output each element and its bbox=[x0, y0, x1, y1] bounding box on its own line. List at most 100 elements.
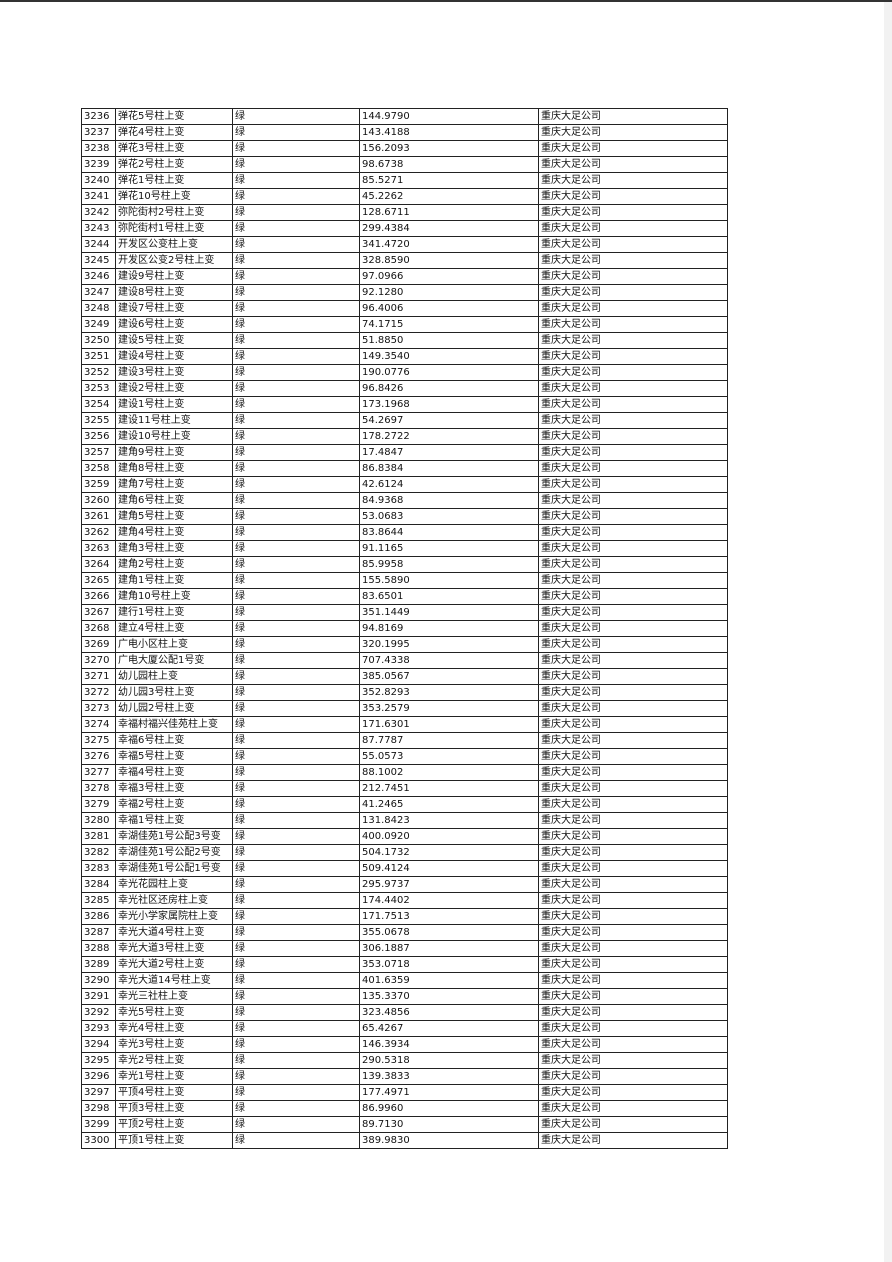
table-row: 3240 弹花1号柱上变绿 85.5271 重庆大足公司 bbox=[81, 172, 728, 189]
transformer-name-cell: 幸光2号柱上变 bbox=[115, 1052, 233, 1069]
row-number-cell: 3254 bbox=[81, 396, 116, 413]
company-cell: 重庆大足公司 bbox=[538, 1132, 728, 1149]
status-color-cell: 绿 bbox=[232, 844, 360, 861]
company-cell: 重庆大足公司 bbox=[538, 812, 728, 829]
table-row: 3300 平顶1号柱上变绿 389.9830 重庆大足公司 bbox=[81, 1132, 728, 1149]
value-cell: 41.2465 bbox=[359, 796, 539, 813]
transformer-name-cell: 幸光1号柱上变 bbox=[115, 1068, 233, 1085]
table-row: 3255 建设11号柱上变绿 54.2697 重庆大足公司 bbox=[81, 412, 728, 429]
transformer-name-cell: 弹花10号柱上变 bbox=[115, 188, 233, 205]
row-number-cell: 3299 bbox=[81, 1116, 116, 1133]
table-row: 3291 幸光三社柱上变绿 135.3370 重庆大足公司 bbox=[81, 988, 728, 1005]
row-number-cell: 3279 bbox=[81, 796, 116, 813]
transformer-name-cell: 广电大厦公配1号变 bbox=[115, 652, 233, 669]
table-row: 3262 建角4号柱上变绿 83.8644 重庆大足公司 bbox=[81, 524, 728, 541]
transformer-name-cell: 幸福3号柱上变 bbox=[115, 780, 233, 797]
company-cell: 重庆大足公司 bbox=[538, 316, 728, 333]
table-row: 3238 弹花3号柱上变绿 156.2093 重庆大足公司 bbox=[81, 140, 728, 157]
row-number-cell: 3241 bbox=[81, 188, 116, 205]
company-cell: 重庆大足公司 bbox=[538, 124, 728, 141]
transformer-name-cell: 幸光4号柱上变 bbox=[115, 1020, 233, 1037]
table-row: 3272 幼儿园3号柱上变绿 352.8293 重庆大足公司 bbox=[81, 684, 728, 701]
row-number-cell: 3252 bbox=[81, 364, 116, 381]
row-number-cell: 3273 bbox=[81, 700, 116, 717]
status-color-cell: 绿 bbox=[232, 316, 360, 333]
status-color-cell: 绿 bbox=[232, 684, 360, 701]
row-number-cell: 3242 bbox=[81, 204, 116, 221]
transformer-name-cell: 建设4号柱上变 bbox=[115, 348, 233, 365]
value-cell: 299.4384 bbox=[359, 220, 539, 237]
table-row: 3256 建设10号柱上变绿 178.2722 重庆大足公司 bbox=[81, 428, 728, 445]
row-number-cell: 3296 bbox=[81, 1068, 116, 1085]
table-row: 3294 幸光3号柱上变绿 146.3934 重庆大足公司 bbox=[81, 1036, 728, 1053]
table-row: 3281 幸湖佳苑1号公配3号变绿 400.0920 重庆大足公司 bbox=[81, 828, 728, 845]
table-row: 3254 建设1号柱上变绿 173.1968 重庆大足公司 bbox=[81, 396, 728, 413]
table-row: 3259 建角7号柱上变绿 42.6124 重庆大足公司 bbox=[81, 476, 728, 493]
status-color-cell: 绿 bbox=[232, 428, 360, 445]
company-cell: 重庆大足公司 bbox=[538, 1116, 728, 1133]
status-color-cell: 绿 bbox=[232, 732, 360, 749]
status-color-cell: 绿 bbox=[232, 1100, 360, 1117]
company-cell: 重庆大足公司 bbox=[538, 588, 728, 605]
company-cell: 重庆大足公司 bbox=[538, 1020, 728, 1037]
status-color-cell: 绿 bbox=[232, 908, 360, 925]
row-number-cell: 3298 bbox=[81, 1100, 116, 1117]
row-number-cell: 3240 bbox=[81, 172, 116, 189]
row-number-cell: 3282 bbox=[81, 844, 116, 861]
company-cell: 重庆大足公司 bbox=[538, 540, 728, 557]
row-number-cell: 3271 bbox=[81, 668, 116, 685]
status-color-cell: 绿 bbox=[232, 396, 360, 413]
transformer-name-cell: 幸光社区还房柱上变 bbox=[115, 892, 233, 909]
transformer-name-cell: 幸湖佳苑1号公配3号变 bbox=[115, 828, 233, 845]
table-row: 3257 建角9号柱上变绿 17.4847 重庆大足公司 bbox=[81, 444, 728, 461]
row-number-cell: 3284 bbox=[81, 876, 116, 893]
transformer-name-cell: 建角5号柱上变 bbox=[115, 508, 233, 525]
table-row: 3242 弥陀街村2号柱上变绿 128.6711 重庆大足公司 bbox=[81, 204, 728, 221]
status-color-cell: 绿 bbox=[232, 940, 360, 957]
row-number-cell: 3289 bbox=[81, 956, 116, 973]
status-color-cell: 绿 bbox=[232, 1004, 360, 1021]
value-cell: 91.1165 bbox=[359, 540, 539, 557]
value-cell: 83.8644 bbox=[359, 524, 539, 541]
row-number-cell: 3280 bbox=[81, 812, 116, 829]
value-cell: 85.5271 bbox=[359, 172, 539, 189]
value-cell: 144.9790 bbox=[359, 108, 539, 125]
row-number-cell: 3267 bbox=[81, 604, 116, 621]
table-row: 3251 建设4号柱上变绿 149.3540 重庆大足公司 bbox=[81, 348, 728, 365]
company-cell: 重庆大足公司 bbox=[538, 140, 728, 157]
transformer-name-cell: 平顶4号柱上变 bbox=[115, 1084, 233, 1101]
company-cell: 重庆大足公司 bbox=[538, 364, 728, 381]
table-row: 3283 幸湖佳苑1号公配1号变绿 509.4124 重庆大足公司 bbox=[81, 860, 728, 877]
transformer-name-cell: 幸福4号柱上变 bbox=[115, 764, 233, 781]
page-right-edge bbox=[884, 2, 892, 1262]
row-number-cell: 3263 bbox=[81, 540, 116, 557]
company-cell: 重庆大足公司 bbox=[538, 1100, 728, 1117]
row-number-cell: 3256 bbox=[81, 428, 116, 445]
status-color-cell: 绿 bbox=[232, 956, 360, 973]
company-cell: 重庆大足公司 bbox=[538, 508, 728, 525]
value-cell: 84.9368 bbox=[359, 492, 539, 509]
table-row: 3287 幸光大道4号柱上变绿 355.0678 重庆大足公司 bbox=[81, 924, 728, 941]
value-cell: 94.8169 bbox=[359, 620, 539, 637]
table-row: 3264 建角2号柱上变绿 85.9958 重庆大足公司 bbox=[81, 556, 728, 573]
company-cell: 重庆大足公司 bbox=[538, 188, 728, 205]
value-cell: 355.0678 bbox=[359, 924, 539, 941]
value-cell: 155.5890 bbox=[359, 572, 539, 589]
table-row: 3271 幼儿园柱上变绿 385.0567 重庆大足公司 bbox=[81, 668, 728, 685]
row-number-cell: 3293 bbox=[81, 1020, 116, 1037]
transformer-name-cell: 幸福村福兴佳苑柱上变 bbox=[115, 716, 233, 733]
value-cell: 135.3370 bbox=[359, 988, 539, 1005]
transformer-name-cell: 建设7号柱上变 bbox=[115, 300, 233, 317]
row-number-cell: 3270 bbox=[81, 652, 116, 669]
value-cell: 174.4402 bbox=[359, 892, 539, 909]
value-cell: 341.4720 bbox=[359, 236, 539, 253]
row-number-cell: 3291 bbox=[81, 988, 116, 1005]
value-cell: 353.2579 bbox=[359, 700, 539, 717]
row-number-cell: 3266 bbox=[81, 588, 116, 605]
transformer-name-cell: 幸光3号柱上变 bbox=[115, 1036, 233, 1053]
row-number-cell: 3243 bbox=[81, 220, 116, 237]
company-cell: 重庆大足公司 bbox=[538, 428, 728, 445]
value-cell: 177.4971 bbox=[359, 1084, 539, 1101]
status-color-cell: 绿 bbox=[232, 1084, 360, 1101]
table-row: 3241 弹花10号柱上变绿 45.2262 重庆大足公司 bbox=[81, 188, 728, 205]
